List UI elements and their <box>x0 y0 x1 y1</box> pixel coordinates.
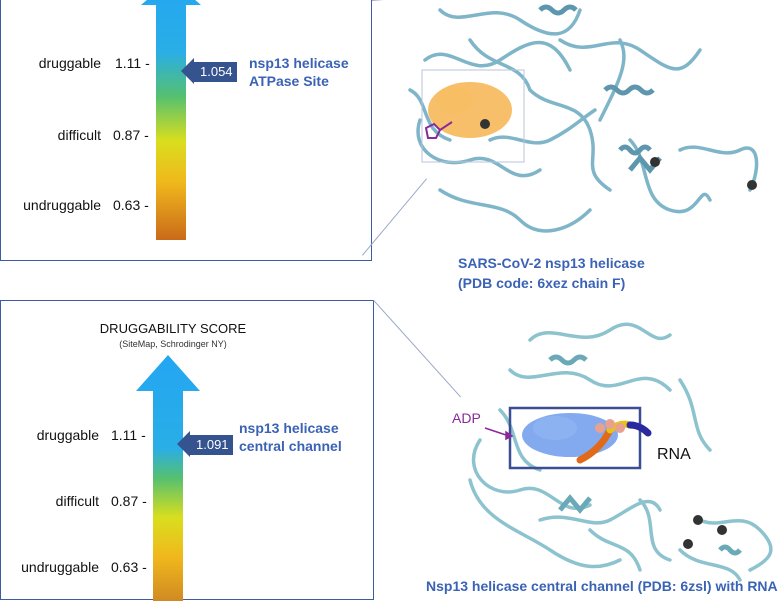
level-label-difficult-bottom: difficult <box>55 493 99 509</box>
protein-structure-top <box>408 4 759 233</box>
score-callout-top: 1.054 <box>194 62 237 82</box>
protein-structure-bottom <box>468 322 773 582</box>
structure-caption-bottom: Nsp13 helicase central channel (PDB: 6zs… <box>426 578 778 594</box>
structure-caption-top-line2: (PDB code: 6xez chain F) <box>458 275 626 291</box>
adp-label: ADP <box>452 410 481 426</box>
site-label-top-line2: ATPase Site <box>249 73 329 89</box>
level-value-druggable: 1.11 - <box>115 55 150 71</box>
level-value-difficult-bottom: 0.87 - <box>111 493 147 509</box>
level-value-undruggable: 0.63 - <box>113 197 149 213</box>
site-label-top: nsp13 helicase ATPase Site <box>249 54 349 90</box>
callout-arrow-tip-bottom <box>177 431 190 457</box>
level-value-undruggable-bottom: 0.63 - <box>111 559 147 575</box>
level-label-druggable-bottom: druggable <box>36 427 99 443</box>
level-value-druggable-bottom: 1.11 - <box>111 427 146 443</box>
callout-arrow-tip-top <box>181 58 194 84</box>
druggability-scale-arrow-bottom <box>136 355 200 601</box>
level-value-difficult: 0.87 - <box>113 127 149 143</box>
druggability-panel-bottom: DRUGGABILITY SCORE (SiteMap, Schrodinger… <box>0 300 374 601</box>
site-label-bottom-line1: nsp13 helicase <box>239 420 339 436</box>
score-callout-bottom: 1.091 <box>190 435 233 455</box>
level-label-druggable: druggable <box>38 55 101 71</box>
level-label-difficult: difficult <box>57 127 101 143</box>
druggability-score-title: DRUGGABILITY SCORE <box>99 321 247 336</box>
structure-caption-top-line1: SARS-CoV-2 nsp13 helicase <box>458 255 645 271</box>
druggability-score-subtitle: (SiteMap, Schrodinger NY) <box>119 339 227 349</box>
rna-label: RNA <box>657 446 691 463</box>
site-label-top-line1: nsp13 helicase <box>249 55 349 71</box>
level-label-undruggable: undruggable <box>23 197 101 213</box>
druggability-panel-top: druggable 1.11 - difficult 0.87 - undrug… <box>0 0 372 261</box>
structure-caption-top: SARS-CoV-2 nsp13 helicase (PDB code: 6xe… <box>458 253 645 293</box>
site-label-bottom: nsp13 helicase central channel <box>239 419 342 455</box>
site-label-bottom-line2: central channel <box>239 438 342 454</box>
level-label-undruggable-bottom: undruggable <box>21 559 99 575</box>
